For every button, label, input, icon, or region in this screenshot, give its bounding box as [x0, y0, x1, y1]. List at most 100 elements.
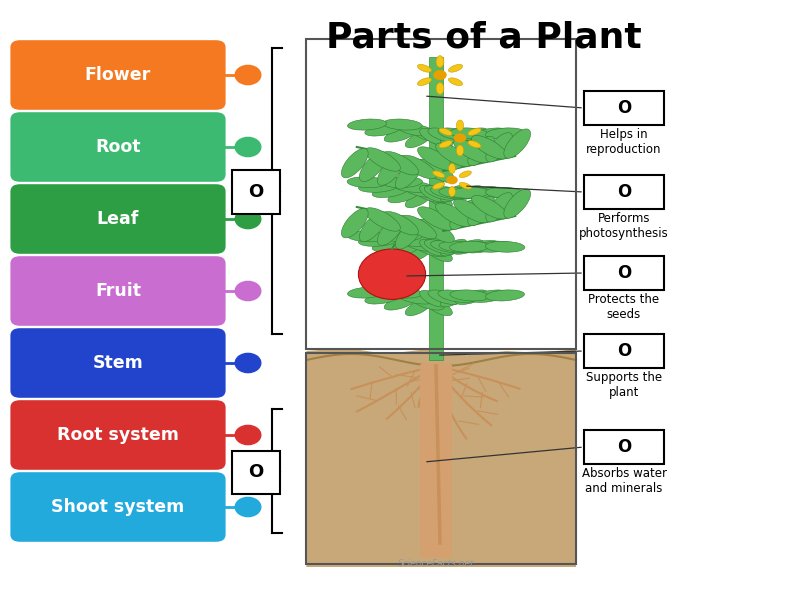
Text: O: O: [248, 183, 264, 201]
Ellipse shape: [439, 128, 452, 136]
Ellipse shape: [450, 187, 489, 198]
Ellipse shape: [428, 128, 460, 142]
Ellipse shape: [436, 56, 444, 67]
Ellipse shape: [415, 242, 448, 257]
Text: Helps in
reproduction: Helps in reproduction: [586, 128, 662, 157]
Ellipse shape: [470, 128, 507, 140]
FancyBboxPatch shape: [10, 184, 226, 254]
Ellipse shape: [365, 208, 401, 231]
Bar: [429, 57, 443, 360]
Ellipse shape: [450, 241, 489, 252]
Text: O: O: [617, 99, 631, 117]
Ellipse shape: [468, 140, 481, 148]
Text: O: O: [617, 183, 631, 201]
FancyBboxPatch shape: [10, 328, 226, 398]
Ellipse shape: [365, 148, 401, 171]
Ellipse shape: [468, 196, 494, 226]
Ellipse shape: [436, 83, 444, 94]
Ellipse shape: [450, 290, 489, 301]
Ellipse shape: [504, 129, 530, 158]
FancyBboxPatch shape: [584, 175, 664, 209]
Ellipse shape: [430, 241, 467, 253]
Ellipse shape: [428, 290, 460, 304]
Ellipse shape: [486, 128, 525, 139]
Text: Shoot system: Shoot system: [51, 498, 185, 516]
Text: O: O: [617, 438, 631, 456]
Circle shape: [358, 249, 426, 299]
Ellipse shape: [454, 139, 489, 163]
Ellipse shape: [504, 189, 530, 218]
Ellipse shape: [383, 151, 418, 175]
Ellipse shape: [420, 185, 446, 202]
Ellipse shape: [450, 140, 477, 170]
Ellipse shape: [405, 239, 442, 251]
Ellipse shape: [419, 159, 454, 182]
Ellipse shape: [395, 160, 422, 189]
FancyBboxPatch shape: [584, 334, 664, 368]
Ellipse shape: [449, 187, 455, 197]
Ellipse shape: [394, 181, 433, 193]
Ellipse shape: [358, 235, 398, 247]
Ellipse shape: [398, 292, 434, 304]
Ellipse shape: [433, 171, 445, 178]
Ellipse shape: [365, 292, 402, 304]
Ellipse shape: [424, 240, 457, 254]
Ellipse shape: [406, 299, 432, 316]
Circle shape: [434, 70, 446, 80]
Ellipse shape: [439, 187, 478, 198]
Ellipse shape: [452, 240, 484, 254]
Circle shape: [235, 137, 261, 157]
Ellipse shape: [454, 199, 489, 223]
Circle shape: [235, 209, 261, 229]
Ellipse shape: [384, 128, 417, 142]
Ellipse shape: [486, 193, 513, 222]
Ellipse shape: [384, 296, 417, 310]
Ellipse shape: [372, 239, 409, 251]
Text: Root system: Root system: [57, 426, 179, 444]
Text: Absorbs water
and minerals: Absorbs water and minerals: [582, 467, 666, 496]
Ellipse shape: [365, 124, 402, 136]
Ellipse shape: [449, 64, 462, 72]
FancyBboxPatch shape: [584, 256, 664, 290]
Text: Supports the
plant: Supports the plant: [586, 371, 662, 400]
Text: Fruit: Fruit: [95, 282, 141, 300]
Ellipse shape: [347, 119, 386, 130]
Ellipse shape: [440, 239, 466, 256]
FancyBboxPatch shape: [10, 40, 226, 110]
Ellipse shape: [463, 241, 500, 253]
Circle shape: [235, 425, 261, 445]
Ellipse shape: [470, 290, 507, 302]
FancyBboxPatch shape: [232, 170, 280, 214]
Ellipse shape: [418, 207, 453, 230]
Ellipse shape: [383, 119, 422, 130]
Ellipse shape: [383, 287, 422, 298]
Ellipse shape: [433, 182, 445, 189]
Circle shape: [454, 133, 466, 143]
Ellipse shape: [450, 128, 489, 139]
Text: Parts of a Plant: Parts of a Plant: [326, 21, 642, 55]
Ellipse shape: [347, 287, 386, 298]
Ellipse shape: [398, 124, 434, 136]
Text: ScienceFacts.net: ScienceFacts.net: [398, 559, 474, 569]
FancyBboxPatch shape: [584, 91, 664, 125]
Ellipse shape: [449, 78, 462, 86]
Ellipse shape: [450, 200, 477, 230]
FancyBboxPatch shape: [10, 400, 226, 470]
Ellipse shape: [463, 187, 500, 199]
Ellipse shape: [347, 177, 386, 188]
Ellipse shape: [405, 185, 442, 197]
Ellipse shape: [347, 231, 386, 242]
Ellipse shape: [383, 231, 422, 242]
Ellipse shape: [401, 155, 437, 179]
Ellipse shape: [418, 64, 431, 72]
Ellipse shape: [372, 185, 409, 197]
Ellipse shape: [455, 128, 488, 142]
Ellipse shape: [426, 191, 452, 208]
Ellipse shape: [359, 212, 386, 242]
PathPatch shape: [306, 348, 576, 567]
Ellipse shape: [486, 133, 513, 162]
Text: Stem: Stem: [93, 354, 143, 372]
Ellipse shape: [449, 163, 455, 173]
FancyBboxPatch shape: [232, 451, 280, 494]
Ellipse shape: [471, 136, 507, 159]
